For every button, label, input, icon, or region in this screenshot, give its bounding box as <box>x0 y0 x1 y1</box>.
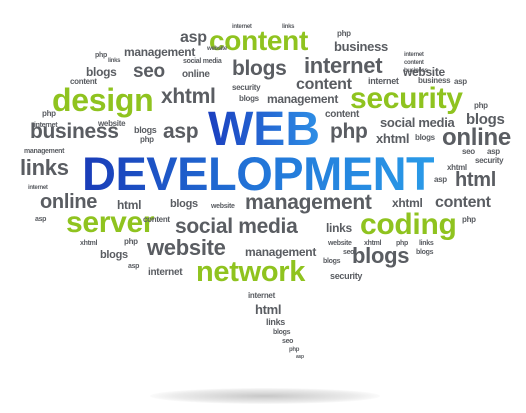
word-website: website <box>403 65 445 79</box>
word-network: network <box>196 256 306 288</box>
word-website: website <box>207 46 227 52</box>
word-links: links <box>108 58 121 64</box>
word-asp: asp <box>180 29 207 46</box>
word-links: links <box>419 240 434 247</box>
word-seo: seo <box>462 147 475 156</box>
word-php: php <box>95 52 107 59</box>
word-blogs: blogs <box>134 125 157 135</box>
word-blogs: blogs <box>273 329 291 336</box>
word-xhtml: xhtml <box>80 240 98 247</box>
word-online: online <box>442 124 511 151</box>
word-blogs: blogs <box>170 198 198 210</box>
word-html: html <box>117 198 142 212</box>
word-content: content <box>70 77 97 86</box>
word-asp: asp <box>434 175 447 184</box>
word-internet: internet <box>34 122 58 129</box>
word-asp: asp <box>128 263 140 270</box>
word-blogs: blogs <box>232 57 287 80</box>
word-blogs: blogs <box>323 258 341 265</box>
word-business: business <box>30 120 119 143</box>
word-business: business <box>404 68 428 74</box>
word-business: business <box>334 39 388 54</box>
word-website: website <box>98 119 126 128</box>
word-xhtml: xhtml <box>364 240 382 247</box>
word-internet: internet <box>404 52 424 58</box>
word-links: links <box>20 155 69 180</box>
word-internet: internet <box>148 267 183 278</box>
word-internet: internet <box>248 291 275 300</box>
word-links: links <box>266 317 286 327</box>
word-blogs: blogs <box>416 249 434 256</box>
word-xhtml: xhtml <box>447 163 467 172</box>
word-asp: asp <box>296 354 304 360</box>
word-php: php <box>124 237 138 246</box>
word-php: php <box>396 240 408 247</box>
word-blogs: blogs <box>100 249 128 261</box>
bubble-shadow <box>150 388 380 404</box>
word-social-media: social media <box>183 58 222 65</box>
word-design: design <box>52 82 154 118</box>
word-blogs: blogs <box>86 65 117 79</box>
word-links: links <box>326 221 352 235</box>
word-web: WEB <box>208 103 320 156</box>
word-internet: internet <box>232 24 252 30</box>
word-coding: coding <box>360 208 457 241</box>
word-seo: seo <box>133 61 165 82</box>
word-security: security <box>475 156 504 165</box>
word-management: management <box>124 45 196 59</box>
word-xhtml: xhtml <box>161 85 216 108</box>
word-php: php <box>289 347 300 353</box>
word-website: website <box>328 240 352 247</box>
word-content: content <box>435 194 491 211</box>
word-content: content <box>404 60 424 66</box>
word-php: php <box>330 120 368 143</box>
word-content: content <box>143 215 170 224</box>
word-asp: asp <box>163 120 199 143</box>
word-php: php <box>474 101 488 110</box>
word-content: content <box>296 76 352 93</box>
word-management: management <box>267 92 339 106</box>
word-blogs: blogs <box>239 94 259 103</box>
word-online: online <box>40 191 98 213</box>
word-social-media: social media <box>380 115 455 130</box>
word-online: online <box>182 69 210 80</box>
word-internet: internet <box>304 53 383 78</box>
word-server: server <box>66 206 155 239</box>
word-management: management <box>245 245 317 259</box>
word-html: html <box>255 302 282 317</box>
word-blogs: blogs <box>415 133 435 142</box>
word-asp: asp <box>487 147 500 156</box>
word-xhtml: xhtml <box>392 196 423 210</box>
word-management: management <box>245 191 372 214</box>
word-social-media: social media <box>175 215 298 238</box>
word-asp: asp <box>454 77 467 86</box>
word-xhtml: xhtml <box>376 131 410 146</box>
word-website: website <box>147 235 226 260</box>
word-php: php <box>140 135 154 144</box>
word-asp: asp <box>35 216 47 223</box>
word-security: security <box>350 82 463 115</box>
word-security: security <box>330 271 363 281</box>
word-seo: seo <box>343 249 355 256</box>
word-seo: seo <box>282 338 294 345</box>
word-business: business <box>418 76 451 85</box>
word-blogs: blogs <box>466 111 505 128</box>
word-content: content <box>209 25 309 56</box>
word-php: php <box>42 109 56 118</box>
word-php: php <box>337 29 351 38</box>
word-blogs: blogs <box>352 243 410 268</box>
word-website: website <box>211 203 235 210</box>
word-development: DEVELOPMENT <box>82 147 435 200</box>
word-management: management <box>24 148 65 155</box>
word-php: php <box>462 215 476 224</box>
word-security: security <box>232 83 261 92</box>
word-content: content <box>325 109 360 120</box>
word-html: html <box>455 169 497 191</box>
word-links: links <box>282 24 295 30</box>
word-internet: internet <box>368 76 399 86</box>
word-internet: internet <box>28 185 48 191</box>
